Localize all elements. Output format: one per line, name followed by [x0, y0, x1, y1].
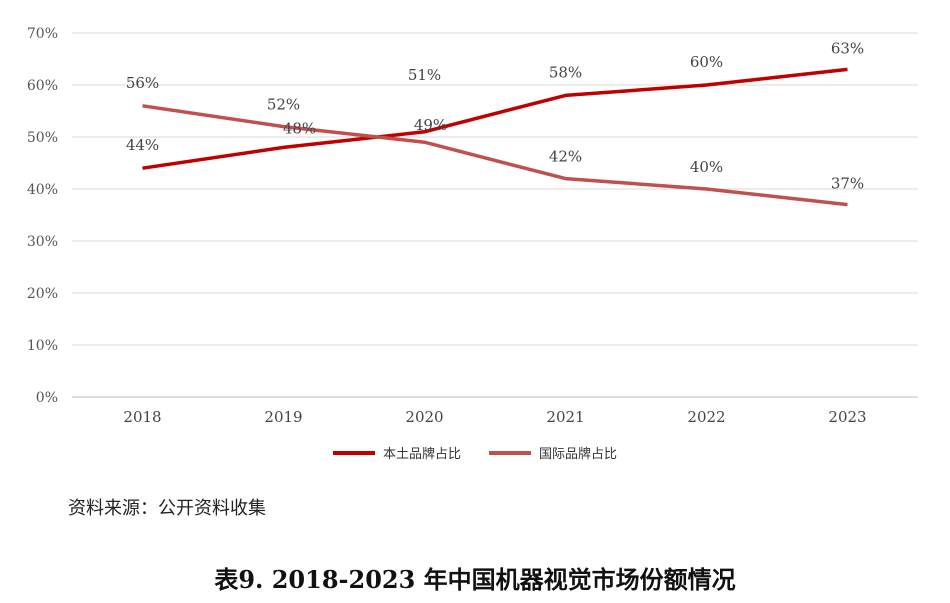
series-line-international — [142, 104, 848, 207]
y-tick-label: 70% — [27, 26, 58, 42]
series-lines — [142, 67, 848, 207]
legend-label-international: 国际品牌占比 — [539, 447, 618, 462]
y-tick-label: 10% — [27, 338, 58, 354]
x-tick-label: 2019 — [264, 408, 302, 426]
data-label: 44% — [126, 136, 159, 154]
y-axis-ticks: 0% 10% 20% 30% 40% 50% 60% 70% — [27, 26, 58, 406]
legend-swatch-domestic — [332, 450, 375, 455]
data-label: 48% — [283, 119, 316, 137]
data-label: 49% — [414, 116, 447, 134]
legend-swatch-international — [489, 450, 531, 455]
series-line-domestic — [142, 67, 848, 170]
y-tick-label: 40% — [27, 182, 58, 198]
legend: 本土品牌占比 国际品牌占比 — [0, 443, 950, 462]
data-label: 51% — [408, 66, 441, 84]
y-tick-label: 60% — [27, 78, 58, 94]
y-tick-label: 30% — [27, 234, 58, 250]
y-tick-label: 0% — [36, 390, 58, 406]
x-tick-label: 2020 — [405, 408, 443, 426]
data-label: 63% — [831, 39, 864, 57]
data-label: 42% — [549, 148, 582, 166]
data-label: 58% — [549, 63, 582, 81]
legend-item-domestic: 本土品牌占比 — [332, 443, 461, 462]
line-chart: 0% 10% 20% 30% 40% 50% 60% 70% 2018 2019 2020 2021… — [27, 26, 918, 426]
data-label: 56% — [126, 74, 159, 92]
data-label: 40% — [690, 158, 723, 176]
y-tick-label: 20% — [27, 286, 58, 302]
data-label: 60% — [690, 53, 723, 71]
x-tick-label: 2018 — [123, 408, 161, 426]
x-tick-label: 2023 — [828, 408, 866, 426]
legend-item-international: 国际品牌占比 — [489, 443, 617, 462]
x-tick-label: 2022 — [687, 408, 725, 426]
source-note: 资料来源：公开资料收集 — [68, 498, 266, 519]
figure-caption: 表9. 2018-2023 年中国机器视觉市场份额情况 — [214, 565, 736, 594]
data-labels: 44% 48% 51% 58% 60% 63% 56% 52% 49% 42% 40% 37% — [126, 39, 864, 192]
x-axis-ticks: 2018 2019 2020 2021 2022 2023 — [123, 408, 866, 426]
legend-label-domestic: 本土品牌占比 — [382, 447, 461, 462]
grid-lines — [72, 32, 918, 398]
x-tick-label: 2021 — [546, 408, 584, 426]
y-tick-label: 50% — [27, 130, 58, 146]
data-label: 52% — [267, 96, 300, 114]
data-label: 37% — [831, 175, 864, 193]
